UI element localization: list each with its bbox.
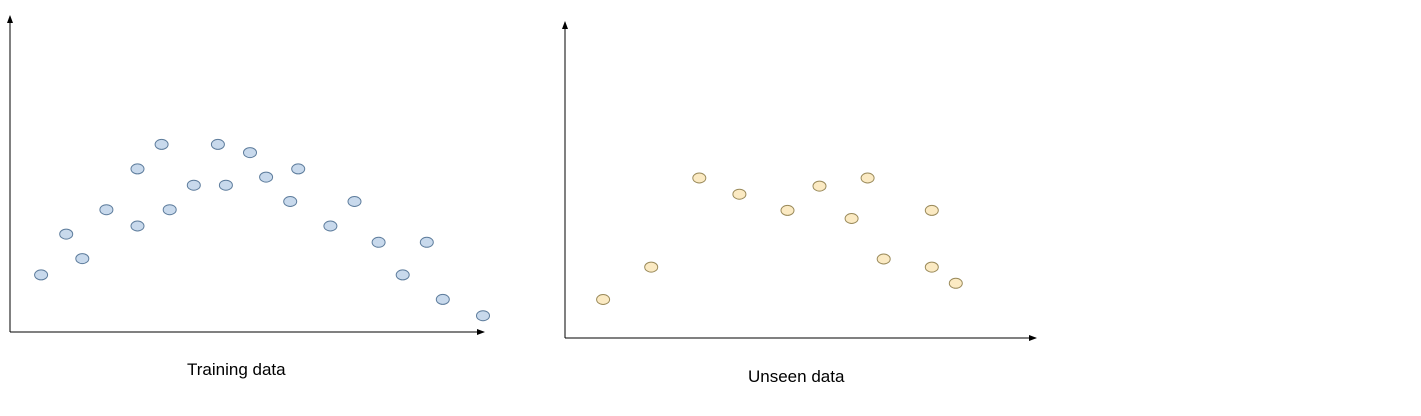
training-data-point (371, 236, 386, 248)
training-data-caption: Training data (187, 360, 286, 379)
unseen-data-point (948, 277, 963, 289)
training-data-point (75, 253, 90, 265)
training-data-point (347, 196, 362, 207)
training-data-point (59, 228, 74, 240)
unseen-data-point (844, 213, 859, 224)
training-data-point (435, 293, 450, 305)
training-data-point (283, 196, 298, 207)
training-data-chart (7, 15, 490, 335)
unseen-data-point (876, 253, 891, 265)
training-data-point (186, 179, 201, 191)
unseen-data-point (812, 180, 827, 192)
training-data-point (476, 310, 490, 322)
unseen-data-point (692, 172, 707, 184)
unseen-data-point (780, 204, 795, 216)
training-data-point (243, 147, 257, 159)
unseen-data-chart (562, 21, 1037, 341)
unseen-data-point (596, 294, 611, 305)
training-data-point (291, 163, 306, 175)
training-data-point (218, 179, 233, 191)
training-data-point (99, 204, 114, 216)
unseen-data-point (924, 204, 939, 216)
training-data-point (419, 236, 434, 248)
training-data-point (210, 138, 225, 150)
unseen-data-point (732, 188, 747, 200)
training-data-point (154, 138, 169, 150)
training-data-point (130, 163, 145, 175)
unseen-data-point (924, 261, 939, 273)
unseen-data-point (860, 172, 875, 184)
training-data-point (162, 204, 177, 216)
training-data-point (323, 220, 338, 232)
training-data-point (259, 171, 274, 183)
training-data-point (395, 269, 410, 281)
unseen-data-point (644, 261, 659, 273)
training-data-point (34, 269, 49, 281)
unseen-data-caption: Unseen data (748, 367, 845, 386)
training-data-point (130, 220, 145, 232)
